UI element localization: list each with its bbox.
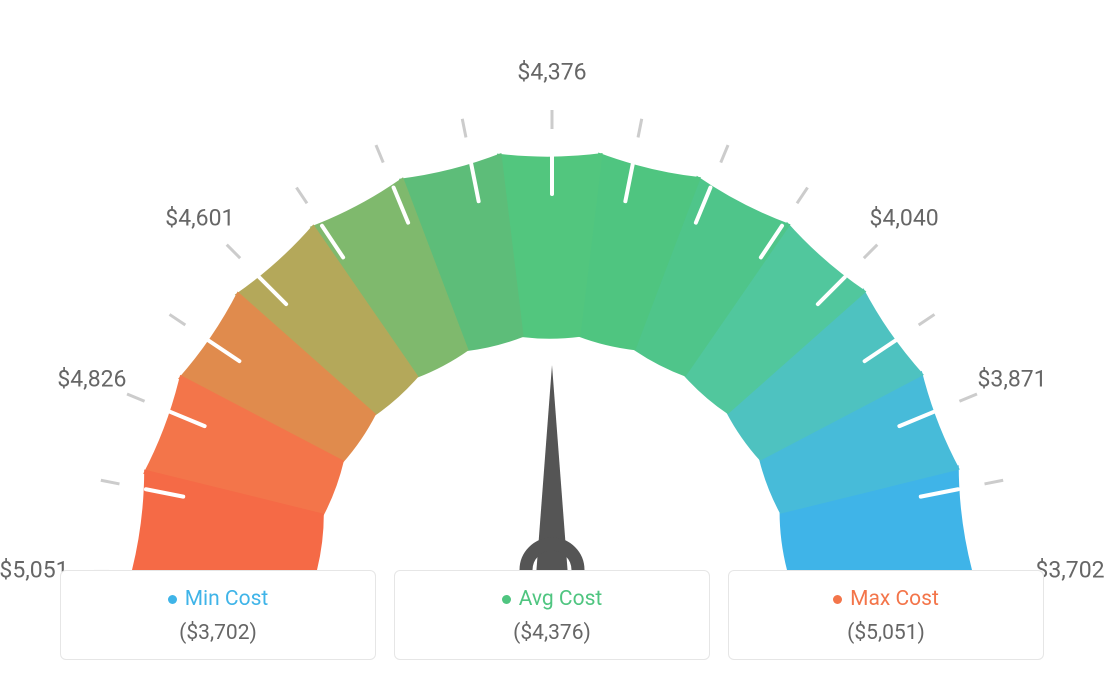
gauge-track-notch: [985, 480, 1004, 484]
gauge-track-notch: [959, 394, 977, 401]
avg-cost-dot: [502, 595, 511, 604]
max-cost-label-row: Max Cost: [833, 587, 939, 611]
gauge-track-notch: [296, 188, 307, 204]
gauge-tick-label: $4,040: [870, 204, 939, 231]
gauge-svg: [0, 50, 1104, 610]
gauge-tick-label: $4,376: [517, 59, 586, 86]
avg-cost-label: Avg Cost: [519, 587, 603, 611]
max-cost-label: Max Cost: [850, 587, 939, 611]
min-cost-value: ($3,702): [73, 621, 363, 645]
avg-cost-value: ($4,376): [407, 621, 697, 645]
gauge-track-notch: [638, 119, 642, 138]
gauge-tick-label: $4,826: [57, 366, 126, 393]
max-cost-dot: [833, 595, 842, 604]
max-cost-value: ($5,051): [741, 621, 1031, 645]
min-cost-dot: [168, 595, 177, 604]
min-cost-card: Min Cost ($3,702): [60, 570, 376, 660]
gauge-chart: $3,702$3,871$4,040$4,376$4,601$4,826$5,0…: [0, 0, 1104, 560]
gauge-tick-label: $3,871: [977, 366, 1046, 393]
gauge-track-notch: [919, 314, 935, 325]
gauge-track-notch: [462, 119, 466, 138]
min-cost-label: Min Cost: [185, 587, 269, 611]
gauge-track-notch: [101, 480, 120, 484]
gauge-tick-label: $4,601: [165, 204, 234, 231]
max-cost-card: Max Cost ($5,051): [728, 570, 1044, 660]
avg-cost-card: Avg Cost ($4,376): [394, 570, 710, 660]
cost-summary-cards: Min Cost ($3,702) Avg Cost ($4,376) Max …: [0, 570, 1104, 660]
gauge-track-notch: [227, 245, 240, 258]
gauge-track-notch: [864, 245, 877, 258]
gauge-track-notch: [127, 394, 145, 401]
gauge-track-notch: [376, 145, 383, 163]
cost-gauge-container: $3,702$3,871$4,040$4,376$4,601$4,826$5,0…: [0, 0, 1104, 690]
gauge-track-notch: [797, 188, 808, 204]
min-cost-label-row: Min Cost: [168, 587, 269, 611]
gauge-track-notch: [170, 314, 186, 325]
gauge-track-notch: [721, 145, 728, 163]
avg-cost-label-row: Avg Cost: [502, 587, 603, 611]
